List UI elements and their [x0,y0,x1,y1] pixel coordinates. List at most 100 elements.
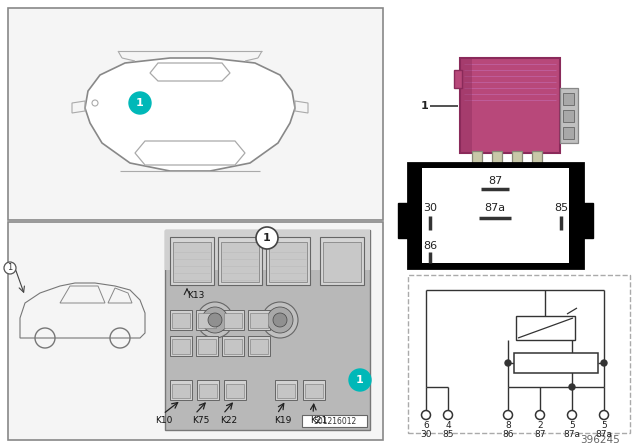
Circle shape [197,302,233,338]
Circle shape [262,302,298,338]
Bar [170,310,192,330]
Bar [250,313,268,328]
Bar [472,151,482,173]
Text: 86: 86 [423,241,437,251]
Bar [198,313,216,328]
Text: K19: K19 [274,415,291,425]
Text: K21: K21 [310,415,327,425]
Text: 87a: 87a [563,430,580,439]
Bar [422,168,569,263]
Bar [277,384,295,398]
Text: 8: 8 [505,421,511,430]
Text: K13: K13 [187,290,204,300]
Bar [197,380,219,400]
Bar [323,242,361,282]
Circle shape [273,313,287,327]
Text: 4: 4 [445,421,451,430]
Text: 87a: 87a [595,430,612,439]
Bar [222,336,244,356]
Text: 6: 6 [423,421,429,430]
Bar [269,242,307,282]
Text: 30: 30 [420,430,432,439]
Text: 1: 1 [356,375,364,385]
Bar [514,353,598,373]
Bar [165,230,370,270]
Bar [198,339,216,354]
Circle shape [569,384,575,390]
Text: 501216012: 501216012 [314,417,356,426]
Bar [218,237,262,285]
Bar [512,151,522,173]
Bar [579,203,593,238]
Text: 87: 87 [534,430,546,439]
Bar [226,384,244,398]
Bar [305,384,323,398]
Bar [172,384,190,398]
Circle shape [504,410,513,419]
Text: 85: 85 [554,203,568,213]
Text: 87: 87 [488,176,502,186]
Text: 85: 85 [442,430,454,439]
Text: 87a: 87a [484,203,506,213]
Bar [492,151,502,173]
Text: K22: K22 [220,415,237,425]
Bar [275,380,297,400]
Circle shape [422,410,431,419]
Text: 1: 1 [136,98,144,108]
Bar [170,380,192,400]
Text: 1: 1 [263,233,271,243]
Bar [248,336,270,356]
Bar [250,339,268,354]
Circle shape [568,410,577,419]
Text: 86: 86 [502,430,514,439]
Bar [266,237,310,285]
Bar [532,151,542,173]
Text: 2: 2 [537,421,543,430]
Circle shape [4,262,16,274]
Circle shape [444,410,452,419]
Bar [560,88,578,143]
Bar [563,127,574,139]
Circle shape [600,410,609,419]
Circle shape [208,313,222,327]
Circle shape [349,369,371,391]
Bar [320,237,364,285]
Bar [224,380,246,400]
Bar [165,230,370,430]
Text: K75: K75 [192,415,209,425]
Bar [460,58,472,153]
Bar [196,310,218,330]
Bar [221,242,259,282]
Circle shape [536,410,545,419]
Bar [303,380,325,400]
Bar [248,310,270,330]
Bar [196,336,218,356]
Bar [454,70,462,88]
Circle shape [267,307,293,333]
Bar [199,384,217,398]
Circle shape [256,227,278,249]
Bar [460,58,560,153]
Bar [8,222,383,440]
Bar [170,336,192,356]
Bar [170,237,214,285]
Bar [172,313,190,328]
Bar [222,310,244,330]
Bar [172,339,190,354]
Bar [398,203,412,238]
Bar [302,415,367,427]
Bar [224,313,242,328]
Text: 396245: 396245 [580,435,620,445]
Polygon shape [85,58,295,171]
Text: 1: 1 [420,101,428,111]
Text: 5: 5 [569,421,575,430]
Bar [173,242,211,282]
Text: 5: 5 [601,421,607,430]
Bar [408,275,630,433]
Bar [224,339,242,354]
Text: K10: K10 [155,415,172,425]
Bar [516,316,575,340]
Bar [563,110,574,122]
Bar [563,93,574,105]
Circle shape [129,92,151,114]
